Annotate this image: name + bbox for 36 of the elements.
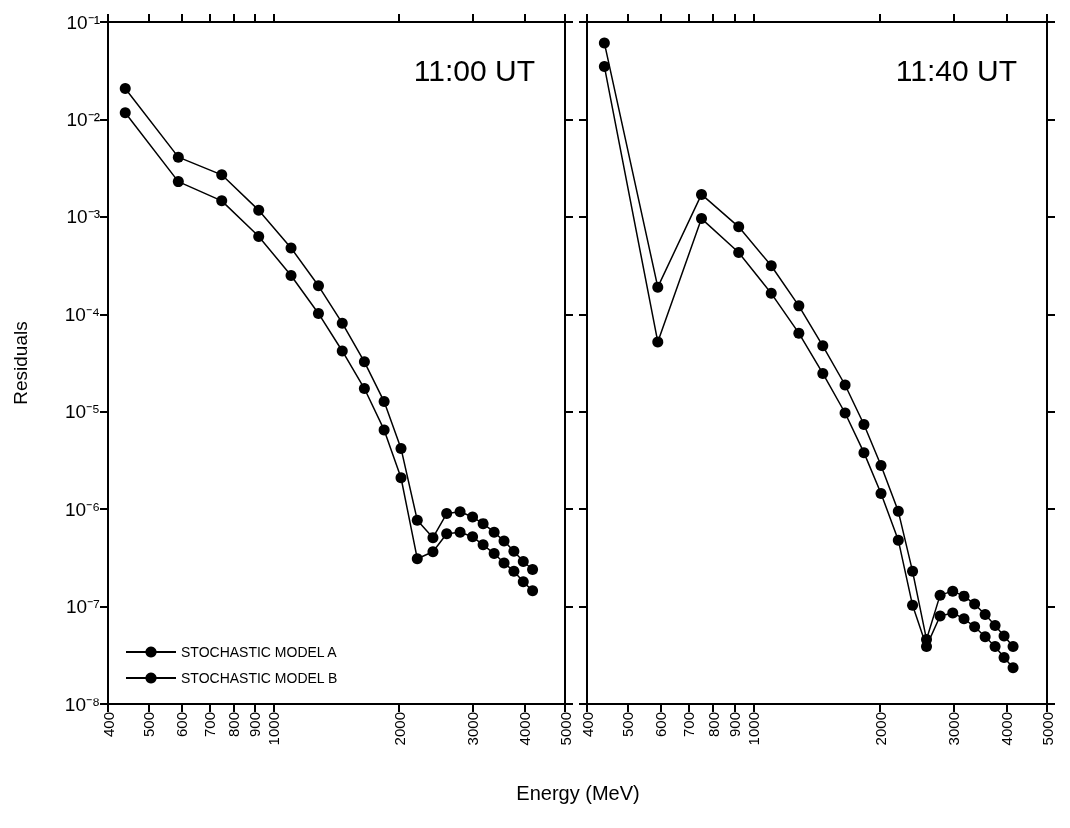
x-tick-label: 2000 [871, 712, 889, 746]
y-tick-label: 10⁻⁸ [64, 693, 100, 715]
x-tick-label: 5000 [556, 712, 574, 746]
x-tick-label: 4000 [516, 712, 534, 746]
x-tick-label: 2000 [390, 712, 408, 746]
text: 11:00 UT [413, 53, 535, 87]
x-tick-label: 3000 [945, 712, 963, 746]
legend-label: STOCHASTIC MODEL B [181, 670, 338, 686]
x-tick-label: 400 [578, 712, 596, 738]
y-tick-label: 10⁻⁵ [64, 401, 100, 423]
y-tick-label: 10⁻⁴ [64, 303, 100, 325]
x-tick-label: 1000 [265, 712, 283, 746]
y-tick-label: 10⁻² [66, 108, 100, 130]
y-tick-label: 10⁻¹ [66, 11, 100, 33]
x-tick-label: 900 [246, 712, 264, 738]
x-tick-label: 1000 [745, 712, 763, 746]
x-tick-label: 3000 [464, 712, 482, 746]
legend-label: STOCHASTIC MODEL A [181, 644, 338, 660]
text: 11:40 UT [895, 53, 1017, 87]
x-tick-label: 500 [139, 712, 157, 738]
x-tick-label: 500 [619, 712, 637, 738]
x-tick-label: 800 [704, 712, 722, 738]
x-axis-title: Energy (MeV) [515, 782, 641, 805]
x-tick-label: 700 [200, 712, 218, 738]
x-tick-label: 600 [652, 712, 670, 738]
x-tick-label: 800 [224, 712, 242, 738]
x-tick-label: 4000 [997, 712, 1015, 746]
y-tick-label: 10⁻⁷ [65, 596, 101, 618]
x-tick-label: 5000 [1038, 712, 1056, 746]
y-tick-label: 10⁻³ [66, 206, 100, 228]
x-tick-label: 900 [726, 712, 744, 738]
x-tick-label: 600 [172, 712, 190, 738]
x-tick-label: 400 [99, 712, 117, 738]
x-tick-label: 700 [680, 712, 698, 738]
y-axis-title: Residuals [10, 321, 31, 405]
y-tick-label: 10⁻⁶ [65, 498, 100, 520]
